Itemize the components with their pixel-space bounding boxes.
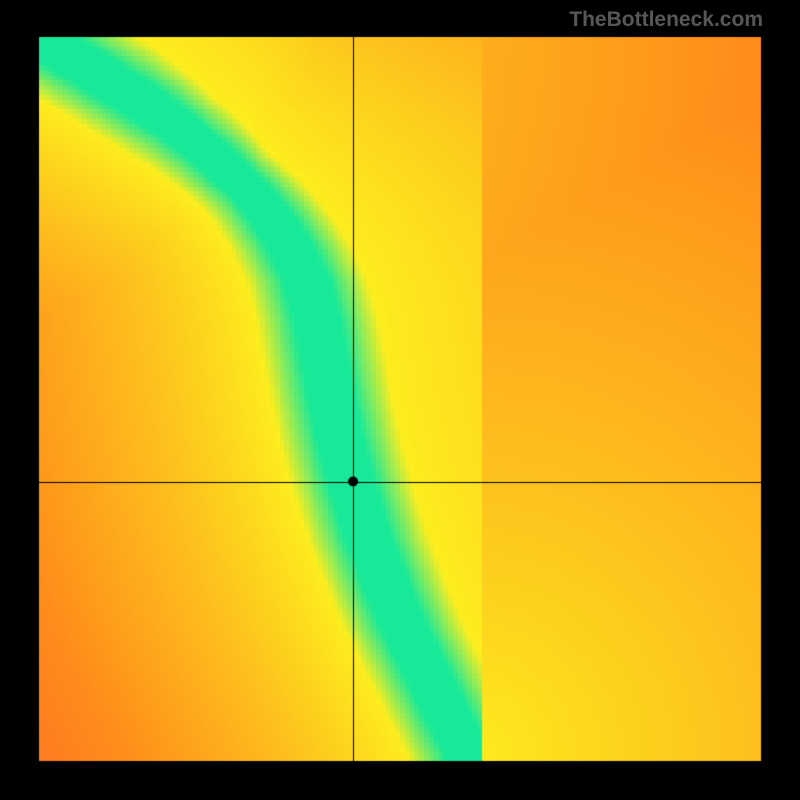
watermark-text: TheBottleneck.com bbox=[569, 8, 763, 32]
bottleneck-heatmap bbox=[0, 0, 800, 800]
